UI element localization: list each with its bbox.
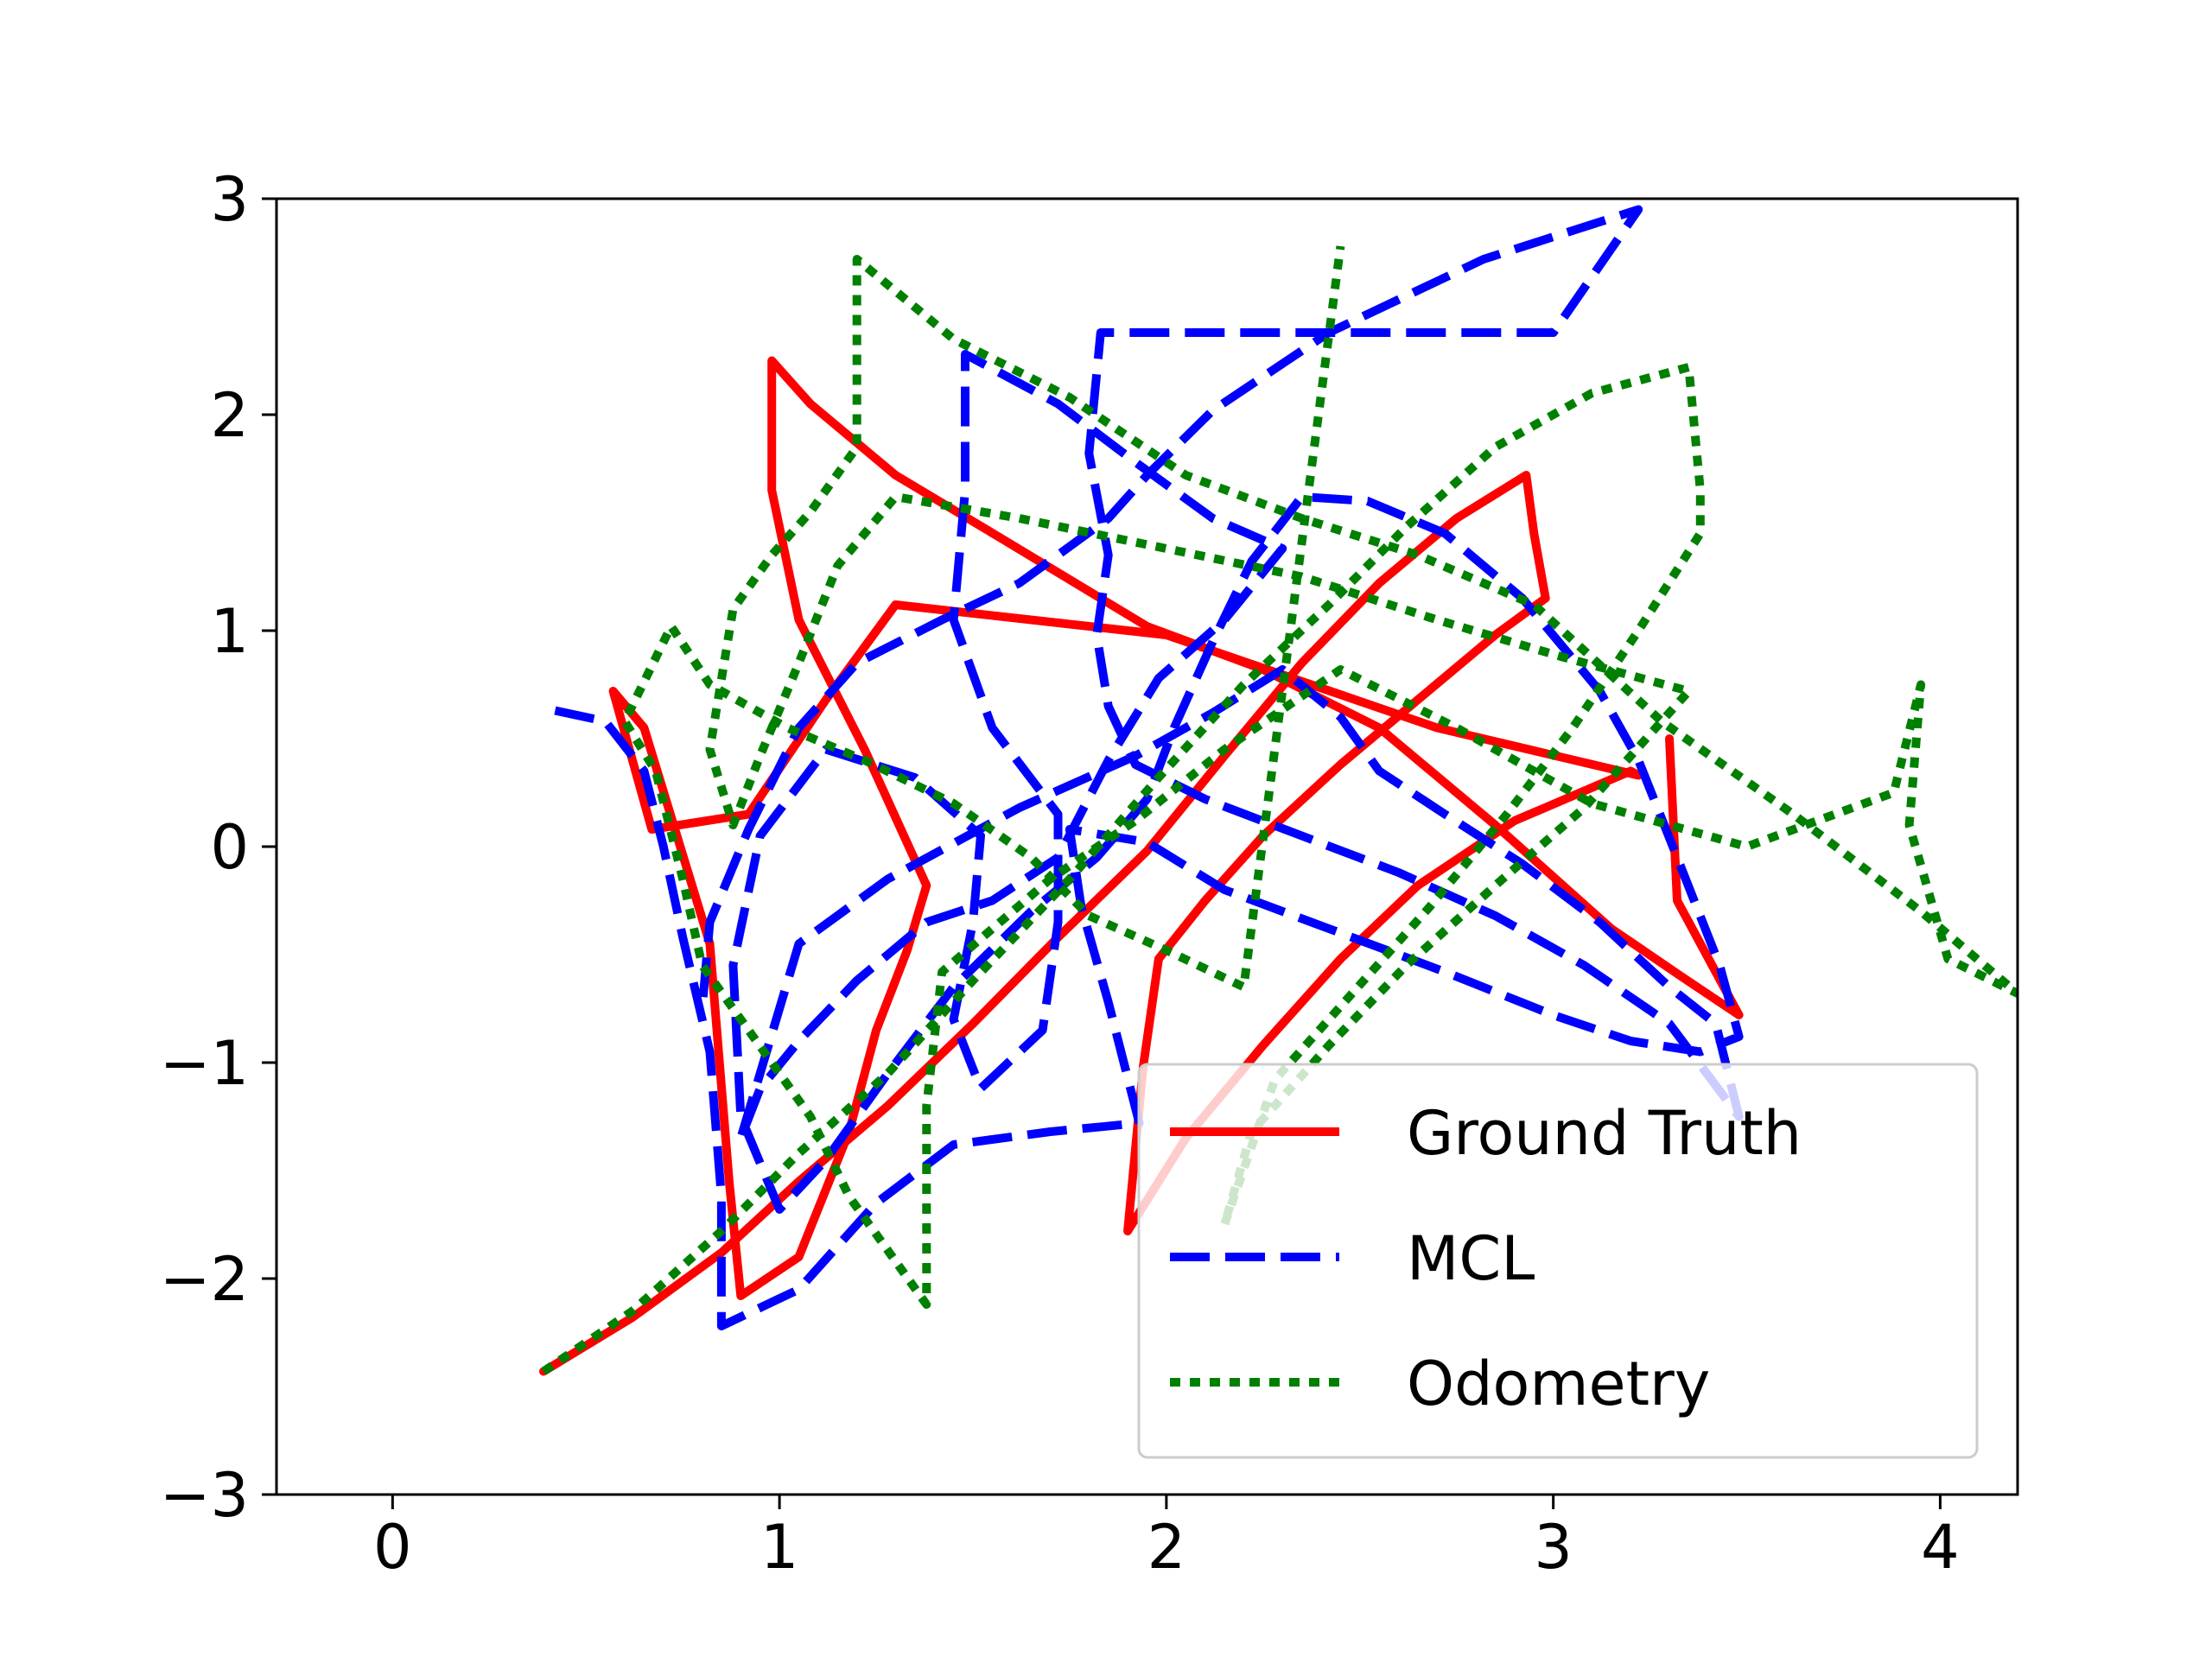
x-tick-label: 1 — [760, 1512, 799, 1583]
y-tick-label: −2 — [160, 1244, 249, 1315]
y-axis: −3 −2 −1 0 1 2 3 — [160, 164, 276, 1531]
x-tick-label: 4 — [1921, 1512, 1960, 1583]
legend: Ground Truth MCL Odometry — [1137, 1063, 1979, 1459]
y-tick-label: −3 — [160, 1460, 249, 1531]
y-tick-label: −1 — [160, 1028, 249, 1099]
series-layer — [539, 205, 2018, 1376]
series-line-mcl — [554, 205, 1744, 1330]
legend-box — [1137, 1063, 1979, 1459]
y-tick-label: 0 — [210, 812, 249, 883]
y-tick-label: 1 — [210, 596, 249, 667]
x-tick-label: 2 — [1147, 1512, 1186, 1583]
y-tick-label: 2 — [210, 380, 249, 451]
x-axis: 0 1 2 3 4 — [373, 1495, 1960, 1583]
series-line-odometry — [541, 245, 2018, 1375]
x-tick-label: 3 — [1534, 1512, 1573, 1583]
legend-label: MCL — [1407, 1223, 1535, 1294]
y-tick-label: 3 — [210, 164, 249, 235]
legend-label: Odometry — [1407, 1349, 1710, 1419]
legend-label: Ground Truth — [1407, 1098, 1802, 1169]
x-tick-label: 0 — [373, 1512, 412, 1583]
